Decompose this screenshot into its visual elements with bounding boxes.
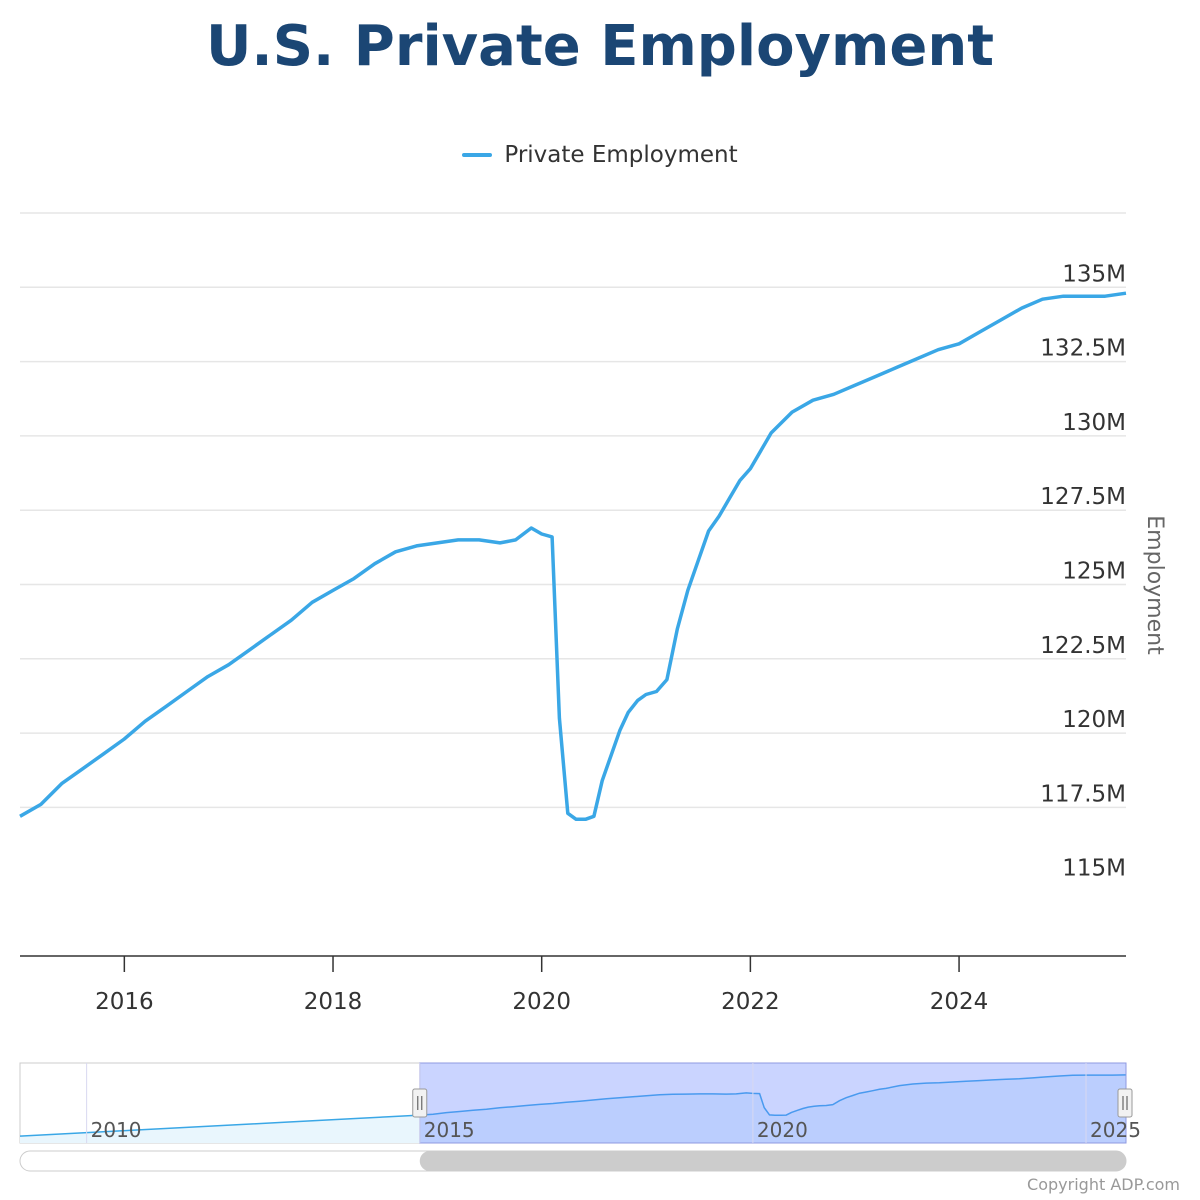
x-axis-ticks: 2016 2018 2020 2022 2024 [95, 956, 988, 1015]
navigator[interactable]: 2010 2015 2020 2025 [19, 1062, 1141, 1144]
chart-title: U.S. Private Employment [205, 14, 995, 79]
y-tick-label: 115M [1062, 856, 1126, 882]
navigator-handle-left[interactable] [412, 1088, 428, 1118]
navigator-area [20, 1074, 1126, 1143]
y-tick-label: 125M [1062, 559, 1126, 585]
legend[interactable]: Private Employment [0, 142, 1200, 168]
navigator-tick-label: 2025 [1090, 1118, 1141, 1142]
legend-label: Private Employment [504, 142, 738, 168]
x-tick-label: 2016 [95, 989, 154, 1015]
navigator-ticks: 2010 2015 2020 2025 [86, 1063, 1141, 1143]
y-tick-label: 120M [1062, 707, 1126, 733]
x-tick-label: 2022 [721, 989, 780, 1015]
handle-grip[interactable] [1117, 1088, 1133, 1118]
y-tick-label: 127.5M [1040, 484, 1126, 510]
legend-swatch [462, 153, 493, 157]
x-tick-label: 2020 [512, 989, 571, 1015]
y-tick-label: 117.5M [1040, 781, 1126, 807]
x-tick-label: 2024 [930, 989, 989, 1015]
grid-lines [20, 212, 1126, 957]
y-tick-label: 130M [1062, 410, 1126, 436]
x-tick-label: 2018 [304, 989, 363, 1015]
y-tick-label: 132.5M [1040, 336, 1126, 362]
y-axis-title: Employment [1142, 515, 1167, 655]
copyright-text: Copyright ADP.com [1027, 1175, 1180, 1194]
navigator-line [19, 1074, 1127, 1137]
navigator-tick-label: 2010 [91, 1118, 142, 1142]
scrollbar-thumb[interactable] [419, 1151, 1126, 1171]
navigator-handle-right[interactable] [1117, 1088, 1133, 1118]
y-tick-label: 122.5M [1040, 633, 1126, 659]
navigator-tick-label: 2020 [757, 1118, 808, 1142]
y-axis-ticks: 115M 117.5M 120M 122.5M 125M 127.5M 130M 132.5M… [1040, 261, 1126, 881]
handle-grip[interactable] [412, 1088, 428, 1118]
y-tick-label: 135M [1062, 261, 1126, 287]
navigator-selection[interactable] [419, 1062, 1127, 1144]
navigator-tick-label: 2015 [424, 1118, 475, 1142]
series-line-private-employment[interactable] [19, 291, 1127, 822]
